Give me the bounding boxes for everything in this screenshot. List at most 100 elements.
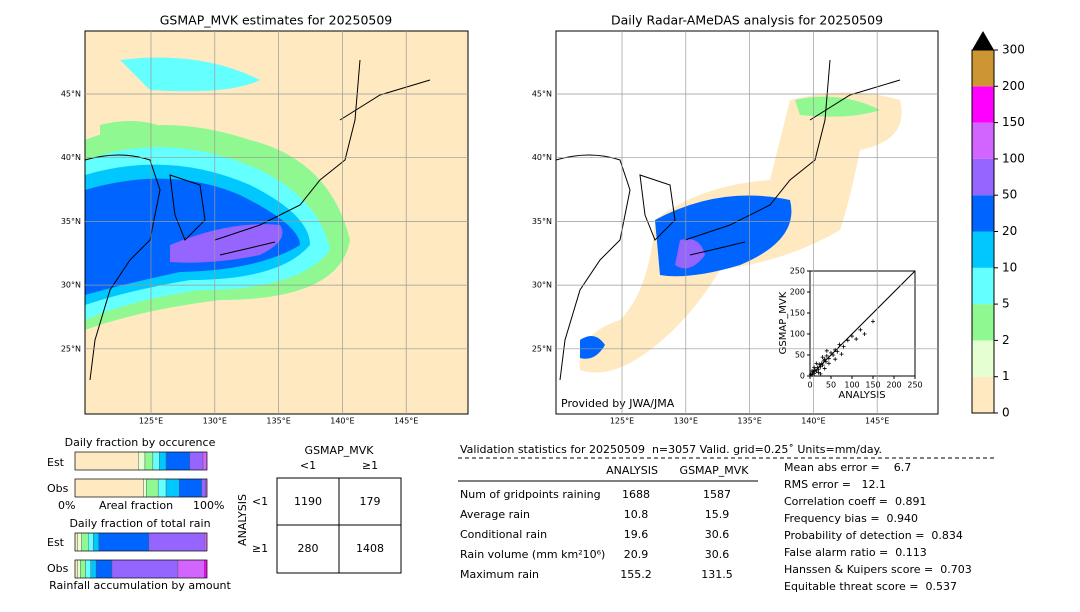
fraction-segment — [201, 478, 206, 498]
colorbar-extend — [972, 31, 994, 50]
validation-score: RMS error = 12.1 — [784, 478, 886, 491]
contingency-cell: 1408 — [356, 542, 384, 555]
lat-label: 40°N — [532, 153, 552, 162]
right-map-frame — [555, 30, 939, 415]
colorbar-label: 5 — [1002, 297, 1010, 311]
validation-row-label: Rain volume (mm km²10⁶) — [460, 548, 605, 561]
colorbar-segment — [972, 86, 994, 123]
point — [810, 368, 815, 373]
point — [814, 361, 819, 366]
point — [812, 365, 817, 370]
fraction-segment — [165, 451, 191, 471]
right-map-field — [579, 92, 902, 373]
inset-xlabel: ANALYSIS — [838, 390, 885, 401]
validation-value: 131.5 — [701, 568, 733, 581]
lat-label: 35°N — [61, 217, 81, 226]
lat-label: 30°N — [61, 281, 81, 290]
fraction-segment — [74, 532, 78, 552]
point — [818, 371, 823, 376]
validation-header: Validation statistics for 20250509 n=305… — [460, 443, 882, 456]
occurrence-axis-label: 0% — [58, 499, 75, 512]
fraction-segment — [146, 478, 159, 498]
validation-score: Hanssen & Kuipers score = 0.703 — [784, 563, 972, 576]
validation-value: 1688 — [622, 488, 650, 501]
point — [837, 342, 842, 347]
colorbar-label: 2 — [1002, 333, 1010, 347]
validation-score: Probability of detection = 0.834 — [784, 529, 963, 542]
validation-value: 30.6 — [705, 548, 730, 561]
colorbar-label: 10 — [1002, 260, 1017, 274]
point — [816, 370, 821, 375]
colorbar-label: 50 — [1002, 188, 1017, 202]
point — [829, 350, 833, 355]
contingency-col: <1 — [300, 459, 316, 472]
occurrence-row: Obs — [47, 482, 69, 495]
point — [845, 338, 850, 343]
point — [824, 348, 829, 353]
coastlines — [84, 59, 901, 381]
colorbar-label: 0 — [1002, 406, 1010, 420]
fraction-frame — [74, 478, 208, 498]
fraction-segment — [143, 478, 147, 498]
point — [871, 319, 875, 324]
colorbar-label: 200 — [1002, 79, 1025, 93]
validation-row-label: Maximum rain — [460, 568, 539, 581]
fraction-segment — [138, 451, 146, 471]
left-map-field — [85, 31, 468, 414]
lat-label: 25°N — [532, 344, 552, 353]
point — [854, 337, 859, 342]
fraction-segment — [144, 451, 154, 471]
point — [826, 361, 831, 366]
point — [841, 344, 846, 349]
point — [816, 367, 821, 372]
point — [833, 357, 838, 362]
lon-label: 140°E — [801, 417, 825, 426]
point — [850, 334, 854, 339]
fraction-segment — [202, 451, 208, 471]
colorbar-segment — [972, 50, 994, 87]
y-tick-label: 50 — [795, 351, 805, 360]
point — [858, 327, 863, 332]
lat-label: 30°N — [532, 281, 552, 290]
total-rain-title: Daily fraction of total rain — [69, 517, 210, 530]
lon-label: 125°E — [610, 417, 634, 426]
point — [835, 349, 840, 354]
point — [820, 355, 825, 360]
lat-label: 45°N — [61, 90, 81, 99]
occurrence-axis-label: Areal fraction — [99, 499, 173, 512]
point — [812, 371, 817, 376]
fraction-segment — [111, 559, 179, 579]
validation-value: 155.2 — [620, 568, 652, 581]
lon-label: 145°E — [394, 417, 418, 426]
fraction-segment — [81, 532, 89, 552]
contingency-row: <1 — [252, 495, 268, 508]
point — [833, 347, 838, 352]
validation-row-label: Conditional rain — [460, 528, 547, 541]
validation-value: 30.6 — [705, 528, 730, 541]
x-tick-label: 250 — [907, 381, 922, 390]
validation-value: 15.9 — [705, 508, 730, 521]
occurrence-row: Est — [47, 456, 65, 469]
fraction-segment — [165, 478, 180, 498]
validation-row-label: Average rain — [460, 508, 530, 521]
fraction-frame — [74, 532, 208, 552]
validation-value: 1587 — [703, 488, 731, 501]
lon-label: 135°E — [737, 417, 761, 426]
contingency-row-title: ANALYSIS — [236, 494, 249, 546]
fraction-segment — [74, 451, 139, 471]
x-tick-label: 50 — [826, 381, 836, 390]
validation-score: Equitable threat score = 0.537 — [784, 580, 957, 593]
validation-score: Frequency bias = 0.940 — [784, 512, 918, 525]
fraction-segment — [148, 532, 205, 552]
lon-label: 130°E — [203, 417, 227, 426]
point — [818, 364, 823, 369]
fraction-segment — [159, 451, 167, 471]
fraction-segment — [80, 559, 86, 579]
validation-value: 10.8 — [624, 508, 649, 521]
contingency-cell: 179 — [360, 495, 381, 508]
contingency-title: GSMAP_MVK — [305, 444, 375, 457]
total-rain-row: Obs — [47, 562, 69, 575]
point — [814, 368, 819, 373]
fraction-segment — [157, 478, 167, 498]
point — [826, 356, 831, 361]
